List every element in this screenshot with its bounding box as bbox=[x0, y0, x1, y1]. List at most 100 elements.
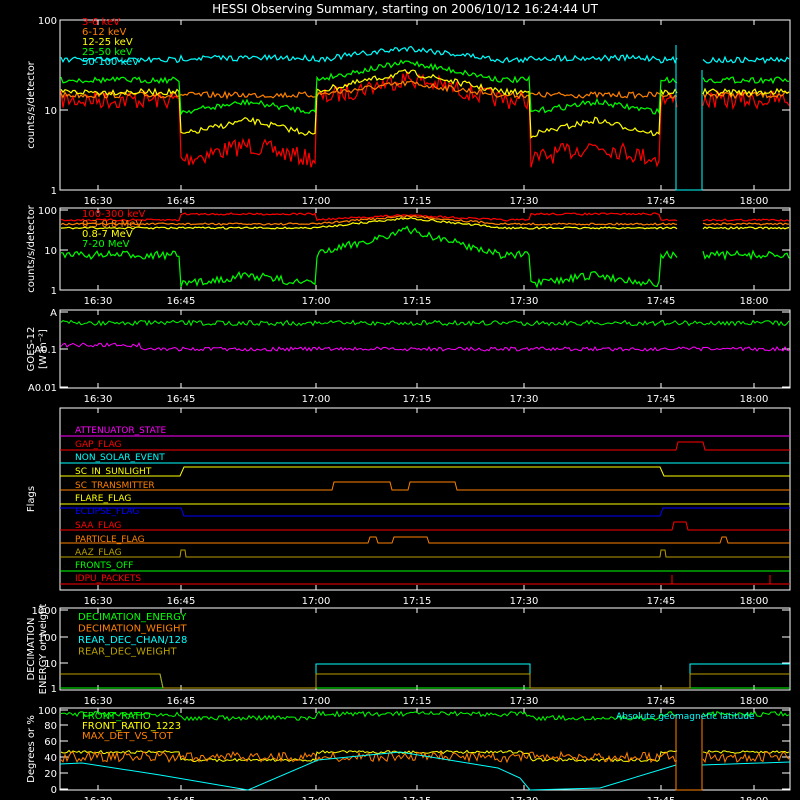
flag-line-eclipse_flag bbox=[60, 507, 790, 517]
x-tick-label: 17:15 bbox=[403, 696, 432, 707]
flag-label: NON_SOLAR_EVENT bbox=[75, 453, 165, 463]
x-tick-label: 17:30 bbox=[510, 296, 539, 307]
y-axis-label: counts/s/detector bbox=[26, 204, 37, 292]
y-axis-label: DECIMATION bbox=[26, 617, 37, 680]
x-tick-label: 17:45 bbox=[647, 796, 676, 800]
series-25-50-keV bbox=[60, 59, 790, 116]
series-3-6-keV bbox=[60, 71, 790, 168]
x-tick-label: 17:45 bbox=[647, 696, 676, 707]
y-axis-label: Degrees or % bbox=[26, 715, 37, 783]
panel-ratio: 16:30 16:45 17:00 17:15 17:30 17:45 18:00 Degre… bbox=[26, 706, 791, 800]
data-gap-line bbox=[675, 45, 703, 191]
flag-label: PARTICLE_FLAG bbox=[75, 535, 145, 545]
legend-entry: 0.8-7 MeV bbox=[82, 229, 133, 240]
x-tick-label: 16:45 bbox=[167, 196, 196, 207]
x-tick-label: 17:30 bbox=[510, 196, 539, 207]
flag-line-particle_flag bbox=[60, 536, 790, 544]
x-tick-label: 17:30 bbox=[510, 796, 539, 800]
plot-frame bbox=[59, 207, 791, 291]
series-geomagnetic-latitude bbox=[59, 751, 791, 791]
plot-frame bbox=[59, 19, 791, 191]
x-tick-label: 16:45 bbox=[167, 394, 196, 405]
series-0-3-0-8-MeV bbox=[60, 214, 790, 226]
flag-line-sc_in_sunlight bbox=[60, 466, 790, 477]
legend-entry: 3-6 keV bbox=[82, 17, 120, 28]
series-100-300-keV bbox=[60, 212, 790, 222]
x-tick-label: 17:00 bbox=[302, 596, 331, 607]
x-tick-label: 17:15 bbox=[403, 296, 432, 307]
x-tick-label: 16:45 bbox=[167, 696, 196, 707]
y-tick-label: 1 bbox=[51, 286, 57, 297]
flag-line-aaz_flag bbox=[60, 549, 790, 558]
y-tick-label: 10 bbox=[44, 106, 57, 117]
series-goes-short bbox=[60, 342, 790, 352]
y-tick-label: 100 bbox=[38, 206, 57, 217]
legend-entry: FRONT_RATIO_1223 bbox=[82, 721, 181, 732]
y-axis-label-2: ENERGY or weight bbox=[38, 604, 49, 695]
y-tick-label: 1 bbox=[51, 186, 57, 197]
x-tick-label: 17:00 bbox=[302, 796, 331, 800]
y-tick-label: 100 bbox=[38, 633, 57, 644]
y-tick-label: A0.1 bbox=[34, 345, 57, 356]
y-axis-label: GOES-12 bbox=[26, 327, 37, 372]
y-tick-label: 0 bbox=[51, 785, 57, 796]
x-tick-label: 16:45 bbox=[167, 596, 196, 607]
series-goes-long bbox=[60, 319, 790, 327]
y-axis-label-2: [W m⁻²] bbox=[38, 329, 49, 369]
x-tick-label: 16:30 bbox=[84, 796, 113, 800]
x-tick-label: 16:45 bbox=[167, 796, 196, 800]
series-rear-dec-chan bbox=[60, 663, 790, 689]
legend-entry: DECIMATION_ENERGY bbox=[78, 612, 187, 623]
legend-entry: 0.3-0.8 MeV bbox=[82, 219, 142, 230]
x-tick-label: 17:45 bbox=[647, 196, 676, 207]
legend-entry: REAR_DEC_CHAN/128 bbox=[78, 635, 187, 646]
x-tick-label: 18:00 bbox=[740, 394, 769, 405]
x-tick-label: 17:00 bbox=[302, 394, 331, 405]
x-tick-label: 17:30 bbox=[510, 394, 539, 405]
flag-label: GAP_FLAG bbox=[75, 440, 121, 450]
flag-label: FRONTS_OFF bbox=[75, 561, 133, 571]
x-tick-label: 16:30 bbox=[84, 196, 113, 207]
flag-label: SAA_FLAG bbox=[75, 521, 121, 531]
y-axis-label: Flags bbox=[26, 486, 37, 512]
data-gap-line bbox=[675, 715, 703, 791]
x-tick-label: 16:30 bbox=[84, 596, 113, 607]
flag-label: AAZ_FLAG bbox=[75, 548, 122, 558]
x-tick-label: 17:45 bbox=[647, 596, 676, 607]
x-tick-label: 17:30 bbox=[510, 596, 539, 607]
x-tick-label: 18:00 bbox=[740, 596, 769, 607]
plot-frame bbox=[59, 607, 791, 691]
x-tick-label: 17:00 bbox=[302, 696, 331, 707]
legend-entry: 6-12 keV bbox=[82, 27, 126, 38]
y-tick-label: 1 bbox=[51, 684, 57, 695]
y-tick-label: 10 bbox=[44, 246, 57, 257]
x-tick-label: 17:15 bbox=[403, 394, 432, 405]
y-tick-label: 10 bbox=[44, 659, 57, 670]
panel-high_energy: 16:30 16:45 17:00 17:15 17:30 17:45 18:00 count… bbox=[26, 204, 791, 307]
flag-label: SC_TRANSMITTER bbox=[75, 481, 155, 491]
x-tick-label: 18:00 bbox=[740, 696, 769, 707]
series-rear-dec-weight bbox=[60, 673, 790, 689]
x-tick-label: 17:45 bbox=[647, 296, 676, 307]
y-tick-label: A0.01 bbox=[28, 383, 57, 394]
x-tick-label: 17:00 bbox=[302, 296, 331, 307]
y-tick-label: 100 bbox=[38, 706, 57, 717]
y-tick-label: 1000 bbox=[32, 606, 57, 617]
flag-label: IDPU_PACKETS bbox=[75, 574, 141, 584]
y-tick-label: 40 bbox=[44, 753, 57, 764]
x-tick-label: 17:45 bbox=[647, 394, 676, 405]
series-7-20-MeV bbox=[60, 225, 790, 289]
x-tick-label: 16:30 bbox=[84, 696, 113, 707]
legend-entry: FRONT_RATIO bbox=[82, 711, 151, 722]
series-12-25-keV bbox=[60, 69, 790, 139]
y-axis-label: counts/s/detector bbox=[26, 60, 37, 148]
legend-entry: REAR_DEC_WEIGHT bbox=[78, 647, 177, 658]
series-50-100-keV bbox=[60, 45, 790, 65]
series-front-ratio bbox=[60, 710, 790, 722]
legend-entry: 25-50 keV bbox=[82, 47, 133, 58]
flag-line-saa_flag bbox=[60, 521, 790, 531]
flag-label: ECLIPSE_FLAG bbox=[75, 507, 139, 517]
x-tick-label: 16:30 bbox=[84, 296, 113, 307]
y-tick-label: 100 bbox=[38, 16, 57, 27]
